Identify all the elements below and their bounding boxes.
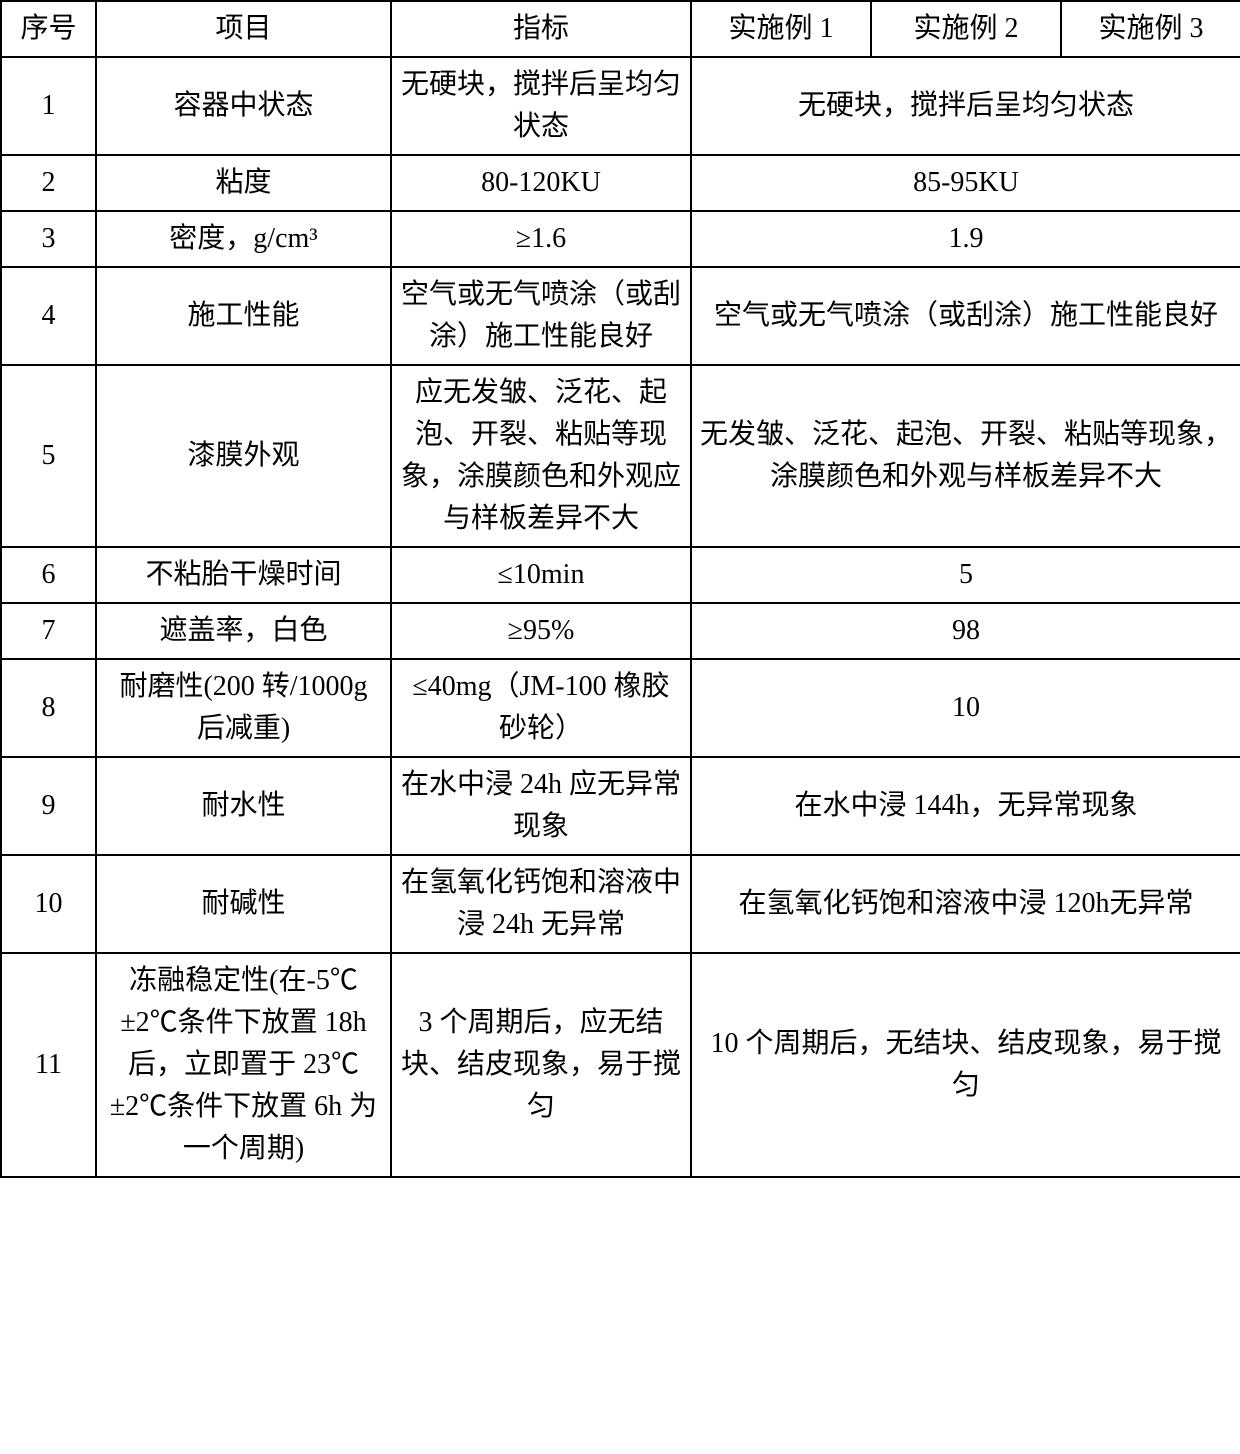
- cell-seq: 2: [1, 155, 96, 211]
- cell-spec: 应无发皱、泛花、起泡、开裂、粘贴等现象，涂膜颜色和外观应与样板差异不大: [391, 365, 691, 547]
- cell-spec: 在氢氧化钙饱和溶液中浸 24h 无异常: [391, 855, 691, 953]
- cell-result: 1.9: [691, 211, 1240, 267]
- cell-seq: 7: [1, 603, 96, 659]
- header-ex2: 实施例 2: [871, 1, 1061, 57]
- header-ex3: 实施例 3: [1061, 1, 1240, 57]
- table-row: 11 冻融稳定性(在-5℃±2℃条件下放置 18h 后，立即置于 23℃±2℃条…: [1, 953, 1240, 1177]
- cell-spec: 在水中浸 24h 应无异常现象: [391, 757, 691, 855]
- cell-item: 粘度: [96, 155, 391, 211]
- cell-item: 施工性能: [96, 267, 391, 365]
- table-row: 5 漆膜外观 应无发皱、泛花、起泡、开裂、粘贴等现象，涂膜颜色和外观应与样板差异…: [1, 365, 1240, 547]
- cell-result: 无硬块，搅拌后呈均匀状态: [691, 57, 1240, 155]
- cell-spec: ≤10min: [391, 547, 691, 603]
- cell-result: 在水中浸 144h，无异常现象: [691, 757, 1240, 855]
- cell-seq: 4: [1, 267, 96, 365]
- cell-result: 98: [691, 603, 1240, 659]
- cell-result: 在氢氧化钙饱和溶液中浸 120h无异常: [691, 855, 1240, 953]
- table-row: 4 施工性能 空气或无气喷涂（或刮涂）施工性能良好 空气或无气喷涂（或刮涂）施工…: [1, 267, 1240, 365]
- cell-item: 冻融稳定性(在-5℃±2℃条件下放置 18h 后，立即置于 23℃±2℃条件下放…: [96, 953, 391, 1177]
- cell-item: 密度，g/cm³: [96, 211, 391, 267]
- cell-result: 85-95KU: [691, 155, 1240, 211]
- cell-spec: ≥95%: [391, 603, 691, 659]
- cell-spec: 无硬块，搅拌后呈均匀状态: [391, 57, 691, 155]
- cell-seq: 5: [1, 365, 96, 547]
- header-seq: 序号: [1, 1, 96, 57]
- header-ex1: 实施例 1: [691, 1, 871, 57]
- table-row: 9 耐水性 在水中浸 24h 应无异常现象 在水中浸 144h，无异常现象: [1, 757, 1240, 855]
- table-row: 3 密度，g/cm³ ≥1.6 1.9: [1, 211, 1240, 267]
- cell-item: 耐水性: [96, 757, 391, 855]
- cell-seq: 3: [1, 211, 96, 267]
- cell-spec: 3 个周期后，应无结块、结皮现象，易于搅匀: [391, 953, 691, 1177]
- cell-seq: 8: [1, 659, 96, 757]
- cell-result: 10 个周期后，无结块、结皮现象，易于搅匀: [691, 953, 1240, 1177]
- cell-result: 空气或无气喷涂（或刮涂）施工性能良好: [691, 267, 1240, 365]
- cell-item: 不粘胎干燥时间: [96, 547, 391, 603]
- table-body: 1 容器中状态 无硬块，搅拌后呈均匀状态 无硬块，搅拌后呈均匀状态 2 粘度 8…: [1, 57, 1240, 1177]
- header-item: 项目: [96, 1, 391, 57]
- cell-result: 无发皱、泛花、起泡、开裂、粘贴等现象，涂膜颜色和外观与样板差异不大: [691, 365, 1240, 547]
- cell-item: 遮盖率，白色: [96, 603, 391, 659]
- cell-result: 5: [691, 547, 1240, 603]
- cell-spec: 80-120KU: [391, 155, 691, 211]
- cell-item: 容器中状态: [96, 57, 391, 155]
- cell-spec: ≥1.6: [391, 211, 691, 267]
- cell-result: 10: [691, 659, 1240, 757]
- spec-table: 序号 项目 指标 实施例 1 实施例 2 实施例 3 1 容器中状态 无硬块，搅…: [0, 0, 1240, 1178]
- table-row: 6 不粘胎干燥时间 ≤10min 5: [1, 547, 1240, 603]
- cell-item: 漆膜外观: [96, 365, 391, 547]
- table-row: 2 粘度 80-120KU 85-95KU: [1, 155, 1240, 211]
- table-row: 1 容器中状态 无硬块，搅拌后呈均匀状态 无硬块，搅拌后呈均匀状态: [1, 57, 1240, 155]
- cell-seq: 1: [1, 57, 96, 155]
- cell-spec: 空气或无气喷涂（或刮涂）施工性能良好: [391, 267, 691, 365]
- cell-seq: 6: [1, 547, 96, 603]
- table-row: 10 耐碱性 在氢氧化钙饱和溶液中浸 24h 无异常 在氢氧化钙饱和溶液中浸 1…: [1, 855, 1240, 953]
- cell-spec: ≤40mg（JM-100 橡胶砂轮）: [391, 659, 691, 757]
- cell-item: 耐碱性: [96, 855, 391, 953]
- header-spec: 指标: [391, 1, 691, 57]
- header-row: 序号 项目 指标 实施例 1 实施例 2 实施例 3: [1, 1, 1240, 57]
- cell-seq: 9: [1, 757, 96, 855]
- table-row: 7 遮盖率，白色 ≥95% 98: [1, 603, 1240, 659]
- cell-item: 耐磨性(200 转/1000g 后减重): [96, 659, 391, 757]
- cell-seq: 10: [1, 855, 96, 953]
- cell-seq: 11: [1, 953, 96, 1177]
- table-row: 8 耐磨性(200 转/1000g 后减重) ≤40mg（JM-100 橡胶砂轮…: [1, 659, 1240, 757]
